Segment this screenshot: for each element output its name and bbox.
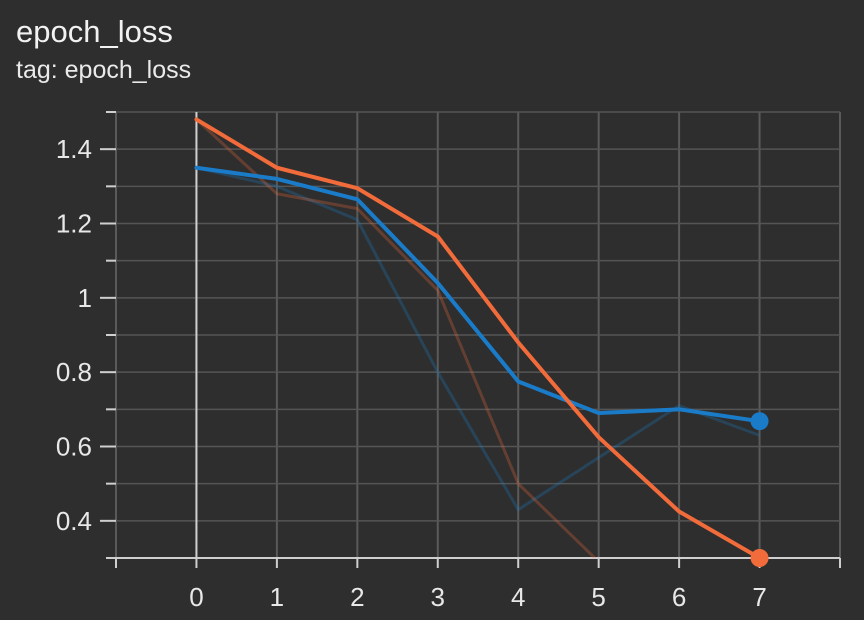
y-tick-label: 1.2 [56, 209, 92, 239]
series-1-point [597, 436, 600, 439]
series-0-point [275, 177, 278, 180]
axes [100, 111, 841, 568]
smoothed-lines [194, 117, 762, 558]
series-1-point [195, 118, 198, 121]
y-tick-label: 0.8 [56, 357, 92, 387]
series-0-raw-line [196, 166, 761, 512]
raw-lines [195, 118, 761, 558]
series-0-point [597, 412, 600, 415]
end-markers [750, 412, 769, 567]
tick-labels: 0 1 2 3 4 5 6 7 0.4 0.6 0.8 1 1.2 1.4 [56, 134, 767, 612]
series-1-point [436, 235, 439, 238]
chart-title: epoch_loss [16, 14, 173, 49]
y-tick-label: 0.6 [56, 432, 92, 462]
x-tick-label: 3 [431, 582, 445, 612]
chart-subtitle: tag: epoch_loss [16, 56, 192, 84]
series-1-raw-line [195, 118, 597, 558]
x-tick-label: 2 [350, 582, 364, 612]
series-1-end-marker [750, 549, 769, 567]
x-tick-label: 4 [511, 582, 525, 612]
y-tick-label: 1 [78, 283, 92, 313]
series-1-point [678, 510, 681, 513]
series-0-point [678, 408, 681, 411]
x-tick-label: 6 [672, 582, 686, 612]
series-0-point [436, 281, 439, 284]
y-tick-label: 0.4 [56, 506, 92, 536]
series-0-smoothed-line [194, 165, 762, 424]
x-tick-label: 0 [189, 582, 203, 612]
series-1-point [275, 166, 278, 169]
x-tick-label: 7 [752, 582, 766, 612]
x-tick-label: 1 [270, 582, 284, 612]
series-1-smoothed-line [194, 117, 762, 558]
grid [115, 111, 841, 559]
series-1-point [356, 187, 359, 190]
series-0-point [517, 380, 520, 383]
series-0-end-marker [750, 412, 769, 431]
series-0-point [195, 166, 198, 169]
y-tick-label: 1.4 [56, 134, 92, 164]
series-1-point [517, 341, 520, 344]
series-0-point [356, 198, 359, 201]
x-tick-label: 5 [591, 582, 605, 612]
